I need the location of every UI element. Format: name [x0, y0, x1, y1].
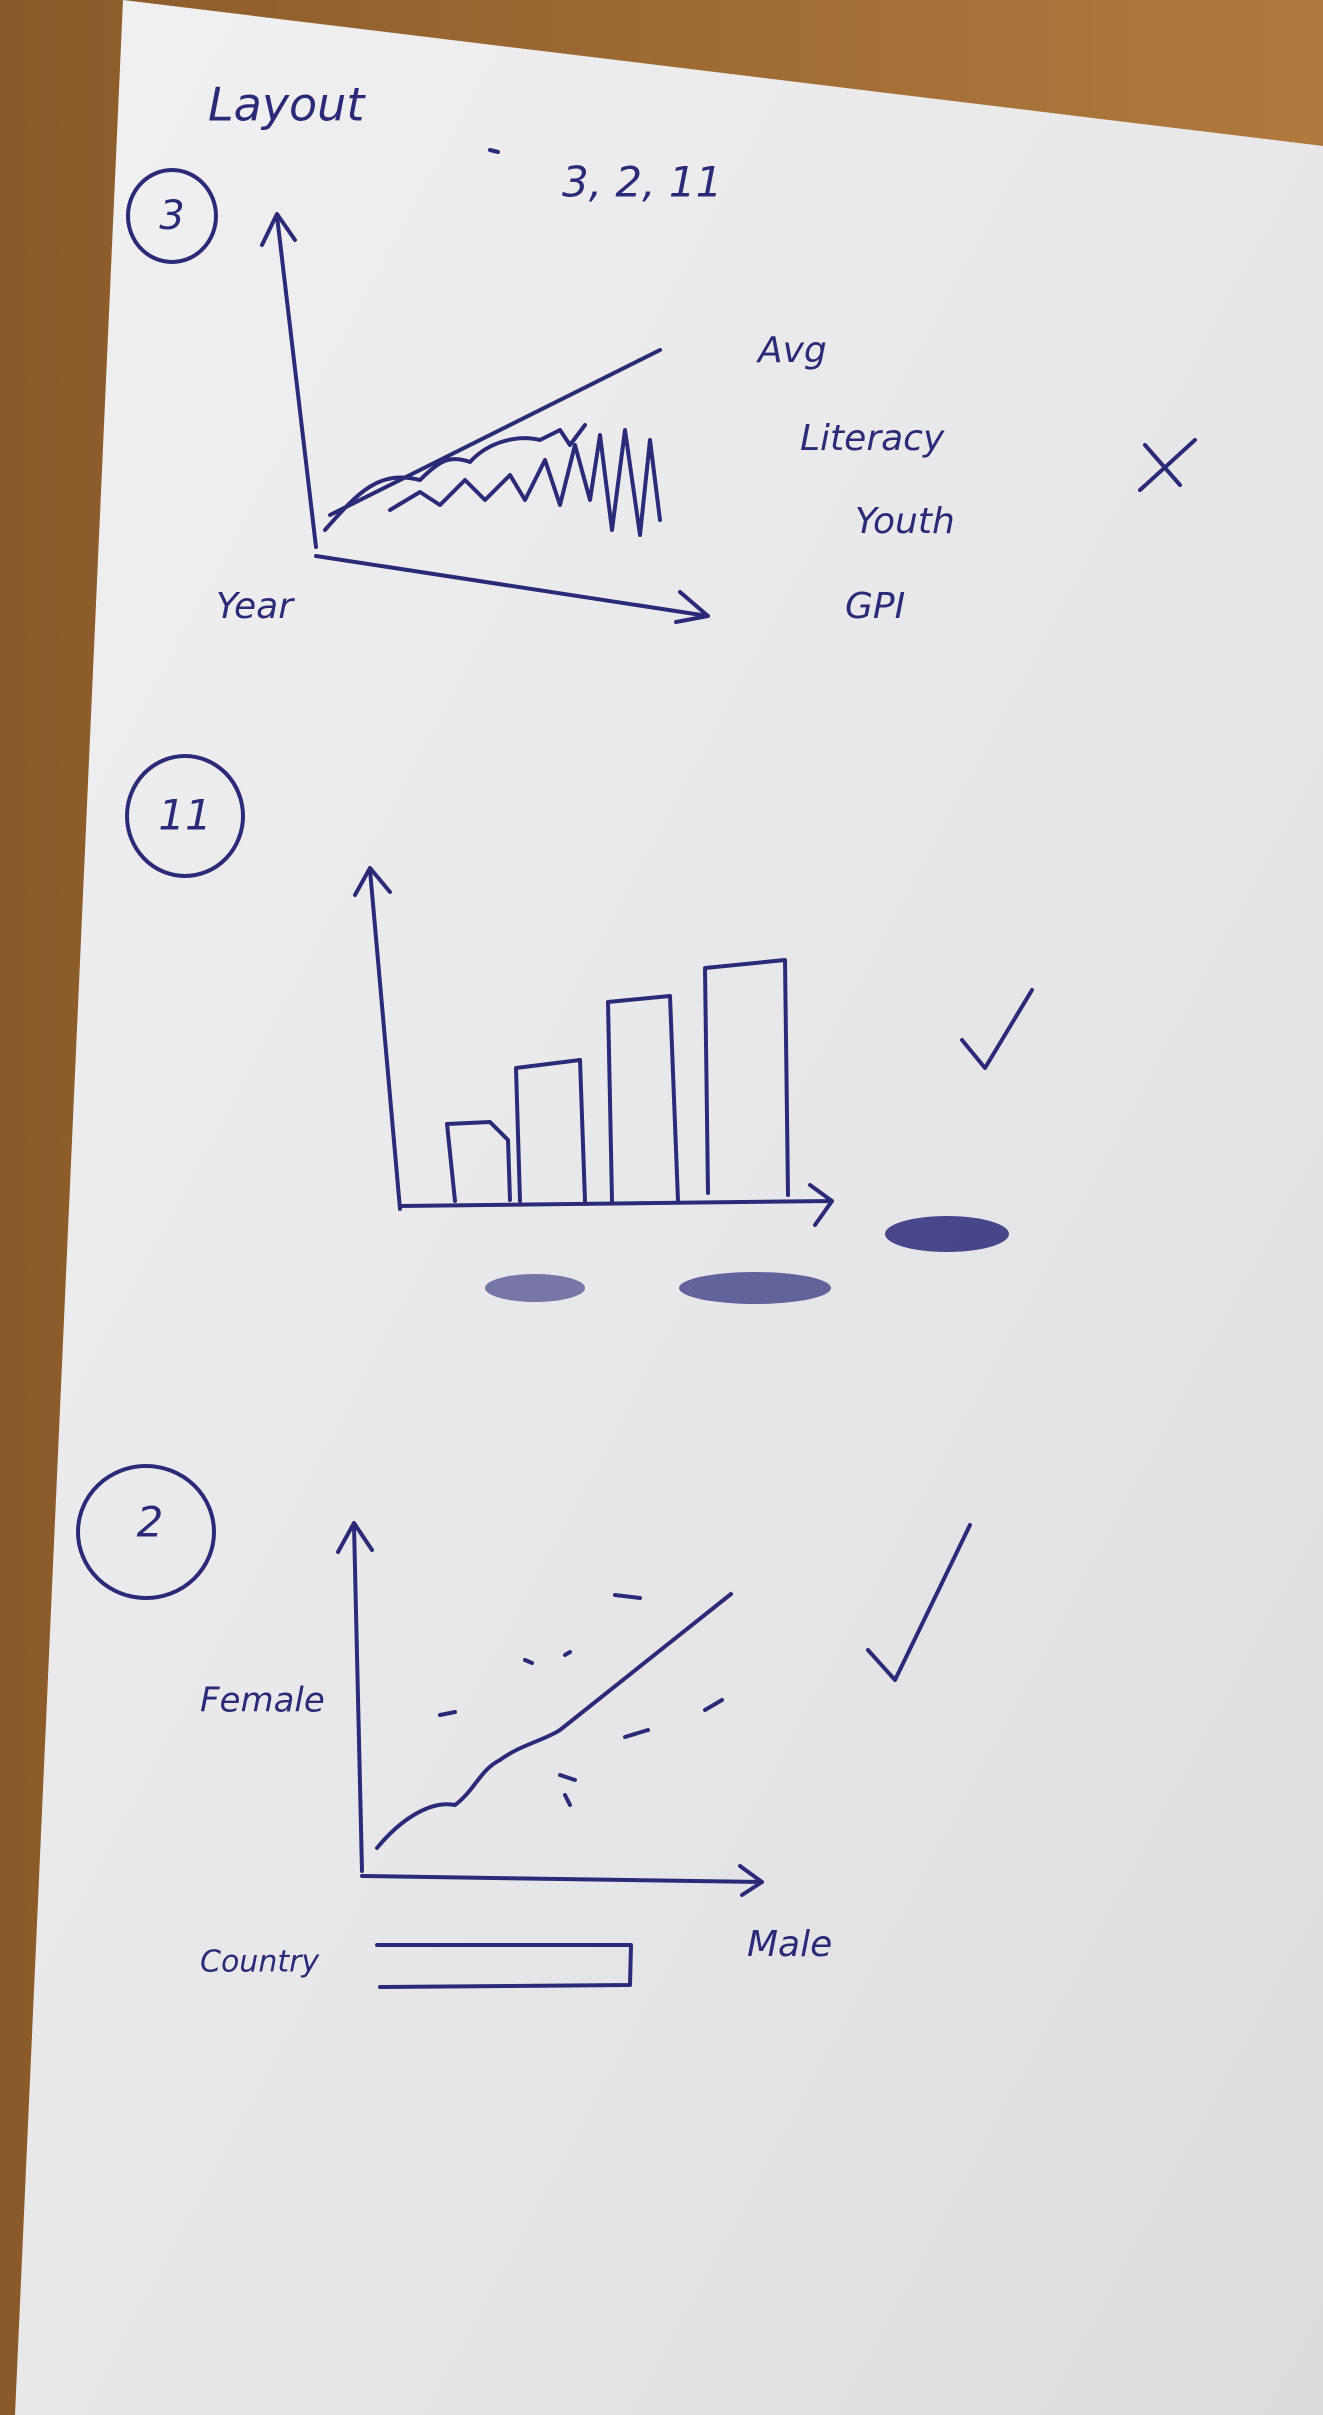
scribble	[679, 1272, 831, 1304]
sketch-scatter-chart: 2 Female Male Country	[76, 1464, 972, 1989]
x-axis	[314, 554, 710, 624]
sketch-number: 2	[137, 1498, 164, 1547]
sketch-bar	[703, 958, 790, 1197]
y-axis-label: Female	[200, 1681, 325, 1721]
sketch-point	[438, 1593, 724, 1807]
legend-item: Literacy	[800, 418, 945, 459]
legend-item: Youth	[855, 501, 955, 542]
y-axis	[353, 866, 402, 1211]
sketch-bar	[514, 1058, 587, 1203]
x-axis	[360, 1864, 764, 1897]
legend-item: Avg	[756, 330, 827, 371]
sketch-line	[328, 348, 662, 517]
x-axis-label: Male	[747, 1924, 832, 1965]
sketch-line-chart: 3 Year Avg Literacy Youth GPI	[126, 168, 1197, 627]
sketch-bar	[445, 1120, 512, 1203]
number-circle	[125, 754, 245, 878]
page-title: Layout	[208, 78, 366, 132]
scribble	[485, 1274, 585, 1302]
dash	[488, 148, 500, 154]
number-circle	[126, 168, 218, 264]
sketch-line	[323, 423, 587, 532]
sketch-number: 11	[158, 791, 211, 840]
x-axis-label: Year	[216, 586, 295, 627]
y-axis	[260, 212, 318, 549]
input-label: Country	[200, 1945, 320, 1980]
sketch-bar-chart: 11	[125, 754, 1034, 1304]
y-axis	[336, 1521, 374, 1873]
sketch-line	[375, 1592, 733, 1850]
legend-item: GPI	[845, 586, 905, 627]
input-box	[375, 1943, 633, 1989]
x-axis	[398, 1183, 834, 1227]
sketch-bar	[606, 994, 680, 1203]
number-circle	[76, 1464, 216, 1600]
layout-order: 3, 2, 11	[562, 158, 722, 207]
reject-mark	[1138, 438, 1197, 492]
paper	[15, 0, 1323, 2415]
approve-mark	[866, 1523, 972, 1682]
sketch-line	[388, 428, 662, 537]
scribble	[885, 1216, 1009, 1252]
approve-mark	[960, 988, 1034, 1070]
sketch-number: 3	[159, 193, 184, 239]
